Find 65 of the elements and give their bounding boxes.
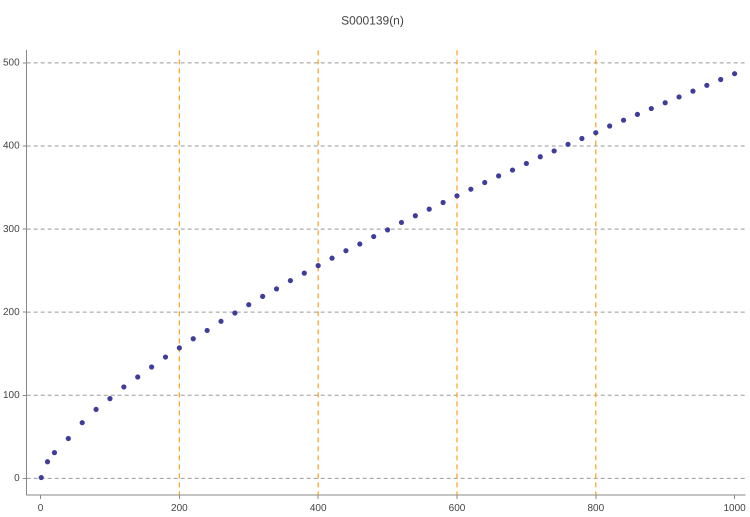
point bbox=[44, 459, 50, 464]
point bbox=[190, 336, 196, 342]
point bbox=[162, 354, 168, 360]
point bbox=[52, 450, 58, 456]
point bbox=[565, 142, 571, 147]
point bbox=[218, 318, 224, 324]
point bbox=[232, 310, 238, 316]
point bbox=[579, 136, 585, 142]
chart-title: S000139(n) bbox=[341, 14, 404, 28]
x-tick-label: 400 bbox=[310, 502, 327, 514]
y-tick-label: 100 bbox=[2, 390, 20, 402]
point bbox=[357, 241, 362, 247]
point bbox=[135, 374, 140, 380]
y-tick-label: 300 bbox=[2, 224, 20, 235]
point bbox=[329, 256, 335, 261]
point bbox=[538, 154, 543, 160]
x-tick-label: 200 bbox=[171, 502, 188, 514]
point bbox=[732, 71, 738, 76]
point bbox=[676, 94, 682, 100]
y-tick-label: 0 bbox=[14, 473, 20, 484]
point bbox=[440, 200, 446, 206]
x-tick-label: 1000 bbox=[723, 502, 746, 514]
y-tick-label: 400 bbox=[2, 140, 20, 152]
point bbox=[398, 220, 404, 226]
x-tick-label: 800 bbox=[587, 502, 605, 514]
point bbox=[662, 100, 668, 106]
point bbox=[302, 270, 307, 276]
point bbox=[704, 82, 710, 88]
point bbox=[620, 118, 626, 123]
point bbox=[496, 173, 502, 178]
point bbox=[426, 206, 432, 212]
point bbox=[176, 345, 182, 351]
point bbox=[384, 227, 390, 232]
point bbox=[274, 286, 280, 292]
x-tick-label: 0 bbox=[38, 502, 44, 514]
point bbox=[246, 302, 252, 308]
point bbox=[468, 186, 474, 192]
point bbox=[93, 406, 99, 412]
point bbox=[371, 234, 376, 240]
point bbox=[524, 160, 529, 166]
point bbox=[80, 420, 85, 426]
point bbox=[66, 436, 71, 442]
point bbox=[204, 328, 210, 334]
point bbox=[107, 396, 113, 402]
point bbox=[316, 263, 321, 268]
y-tick-label: 200 bbox=[2, 306, 20, 318]
point bbox=[593, 130, 598, 136]
x-tick-label: 600 bbox=[448, 502, 466, 514]
point bbox=[690, 88, 696, 94]
y-tick-label: 500 bbox=[2, 58, 20, 69]
point bbox=[260, 294, 266, 299]
point bbox=[607, 123, 612, 129]
point bbox=[38, 474, 44, 480]
point bbox=[634, 112, 640, 117]
point bbox=[718, 76, 724, 82]
point bbox=[648, 106, 654, 112]
point bbox=[482, 180, 488, 186]
point bbox=[343, 248, 349, 254]
point bbox=[149, 364, 154, 370]
point bbox=[454, 193, 460, 198]
point bbox=[552, 148, 557, 154]
point bbox=[121, 384, 126, 390]
point bbox=[510, 167, 516, 173]
point bbox=[288, 278, 294, 284]
point bbox=[412, 213, 418, 218]
